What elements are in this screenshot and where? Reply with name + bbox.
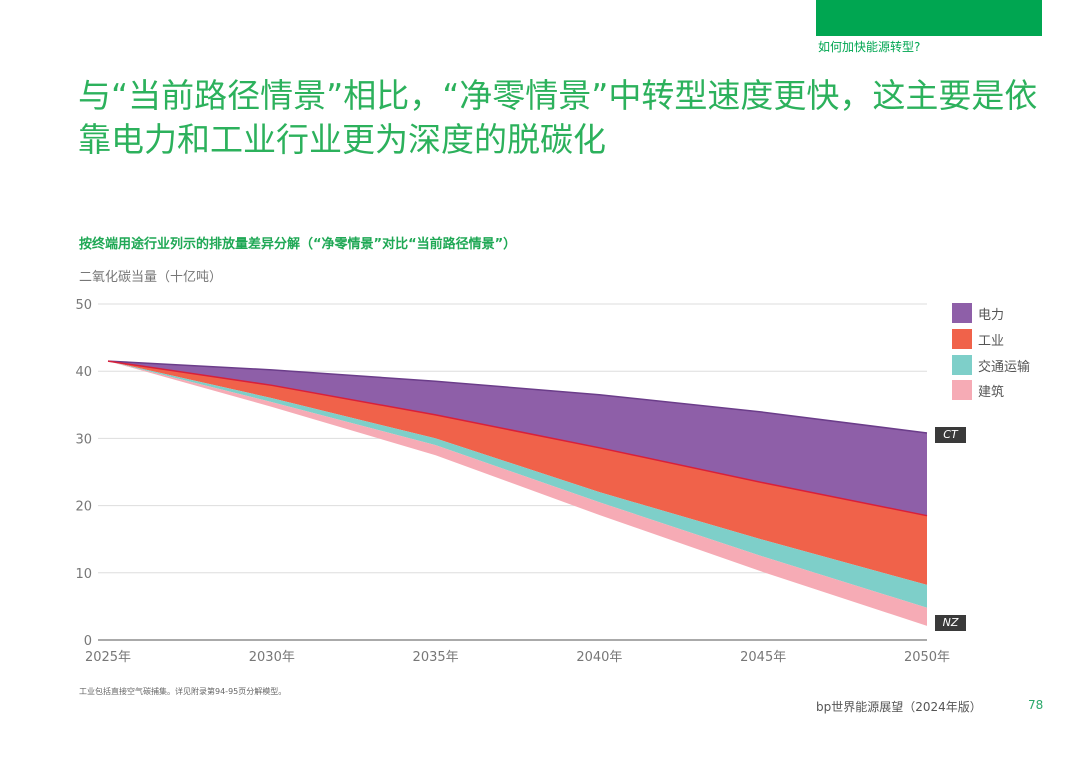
source: bp世界能源展望（2024年版） bbox=[816, 700, 982, 714]
ct-tag: CT bbox=[935, 427, 966, 443]
y-tick-label: 40 bbox=[75, 365, 92, 380]
ct-line bbox=[107, 360, 928, 434]
y-tick-label: 20 bbox=[75, 500, 92, 515]
x-tick-label: 2030年 bbox=[249, 650, 295, 665]
x-tick-label: 2035年 bbox=[413, 650, 459, 665]
legend-label: 交通运输 bbox=[978, 359, 1031, 375]
x-tick-label: 2040年 bbox=[576, 650, 622, 665]
y-tick-label: 10 bbox=[75, 567, 92, 582]
y-tick-label: 50 bbox=[75, 298, 92, 313]
legend-industry: 工业 bbox=[952, 329, 1004, 349]
y-tick-label: 30 bbox=[75, 432, 92, 447]
legend-label: 工业 bbox=[978, 333, 1005, 349]
x-tick-label: 2050年 bbox=[904, 650, 950, 665]
header-green-bar bbox=[816, 0, 1042, 36]
legend-label: 建筑 bbox=[978, 384, 1005, 400]
x-tick-label: 2045年 bbox=[740, 650, 786, 665]
legend-power: 电力 bbox=[952, 303, 1004, 323]
page-title: 与“当前路径情景”相比，“净零情景”中转型速度更快，这主要是依靠电力和工业行业更… bbox=[78, 76, 1038, 159]
y-tick-label: 0 bbox=[84, 634, 92, 649]
y-axis-label: 二氧化碳当量（十亿吨） bbox=[79, 270, 223, 285]
page-number: 78 bbox=[1028, 698, 1044, 712]
area-0 bbox=[108, 361, 927, 516]
legend-buildings: 建筑 bbox=[952, 380, 1004, 400]
footnote: 工业包括直接空气碳捕集。详见附录第94-95页分解模型。 bbox=[79, 687, 287, 696]
legend-label: 电力 bbox=[978, 307, 1005, 323]
power-industry-boundary bbox=[107, 360, 928, 517]
nz-tag: NZ bbox=[935, 615, 966, 631]
legend-transport: 交通运输 bbox=[952, 355, 1030, 375]
x-tick-label: 2025年 bbox=[85, 650, 131, 665]
section-label: 如何加快能源转型? bbox=[818, 40, 921, 54]
chart-title: 按终端用途行业列示的排放量差异分解（“净零情景”对比“当前路径情景”） bbox=[79, 237, 517, 252]
